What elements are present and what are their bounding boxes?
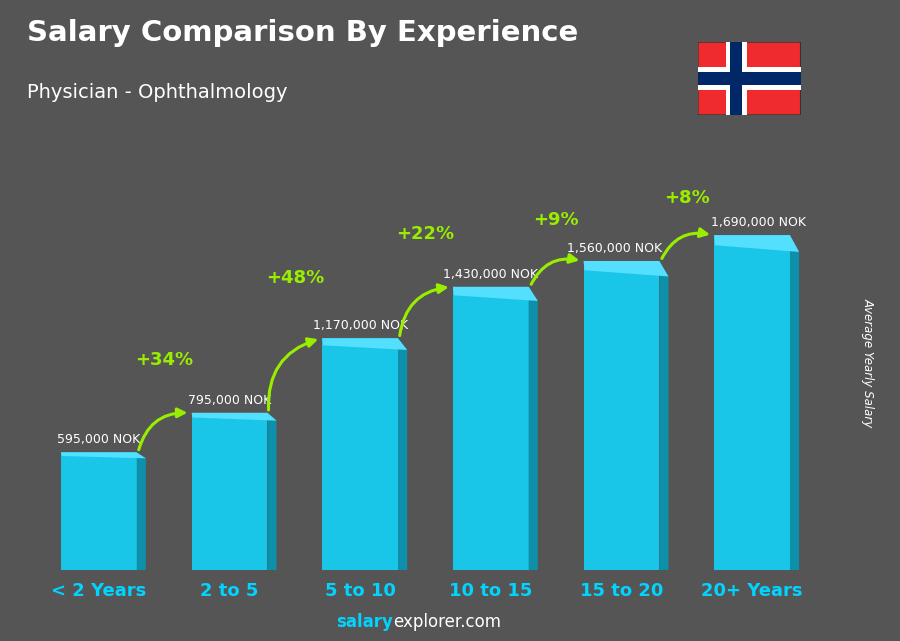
Text: 1,690,000 NOK: 1,690,000 NOK xyxy=(711,216,806,229)
Text: +8%: +8% xyxy=(664,189,709,208)
Bar xyxy=(192,413,267,570)
FancyArrowPatch shape xyxy=(531,254,576,284)
Bar xyxy=(698,72,801,85)
Text: Average Yearly Salary: Average Yearly Salary xyxy=(861,297,874,427)
FancyArrowPatch shape xyxy=(139,409,184,450)
Polygon shape xyxy=(715,235,799,252)
Text: +9%: +9% xyxy=(534,212,579,229)
Polygon shape xyxy=(583,261,669,276)
Text: Physician - Ophthalmology: Physician - Ophthalmology xyxy=(27,83,287,103)
Bar xyxy=(583,261,660,570)
Polygon shape xyxy=(137,453,146,570)
Text: Salary Comparison By Experience: Salary Comparison By Experience xyxy=(27,19,578,47)
Bar xyxy=(453,287,528,570)
Text: +48%: +48% xyxy=(266,269,324,287)
Bar xyxy=(322,338,398,570)
Polygon shape xyxy=(528,287,538,570)
Polygon shape xyxy=(322,338,407,350)
Text: 1,430,000 NOK: 1,430,000 NOK xyxy=(444,268,538,281)
Bar xyxy=(715,235,790,570)
Polygon shape xyxy=(453,287,538,301)
Polygon shape xyxy=(790,235,799,570)
Polygon shape xyxy=(267,413,276,570)
Text: 1,560,000 NOK: 1,560,000 NOK xyxy=(567,242,662,255)
FancyArrowPatch shape xyxy=(268,339,315,410)
Text: +34%: +34% xyxy=(135,351,194,369)
Text: explorer.com: explorer.com xyxy=(393,613,501,631)
Polygon shape xyxy=(192,413,276,420)
Polygon shape xyxy=(61,453,146,458)
Text: 595,000 NOK: 595,000 NOK xyxy=(58,433,140,447)
Bar xyxy=(725,42,747,115)
Polygon shape xyxy=(660,261,669,570)
Text: 1,170,000 NOK: 1,170,000 NOK xyxy=(312,319,408,333)
FancyBboxPatch shape xyxy=(698,42,801,115)
Bar xyxy=(698,67,801,90)
FancyArrowPatch shape xyxy=(400,285,446,336)
Bar xyxy=(731,42,742,115)
FancyArrowPatch shape xyxy=(662,229,706,258)
Text: +22%: +22% xyxy=(396,225,454,243)
Polygon shape xyxy=(398,338,407,570)
Bar xyxy=(61,453,137,570)
Text: salary: salary xyxy=(337,613,393,631)
Text: 795,000 NOK: 795,000 NOK xyxy=(188,394,271,407)
